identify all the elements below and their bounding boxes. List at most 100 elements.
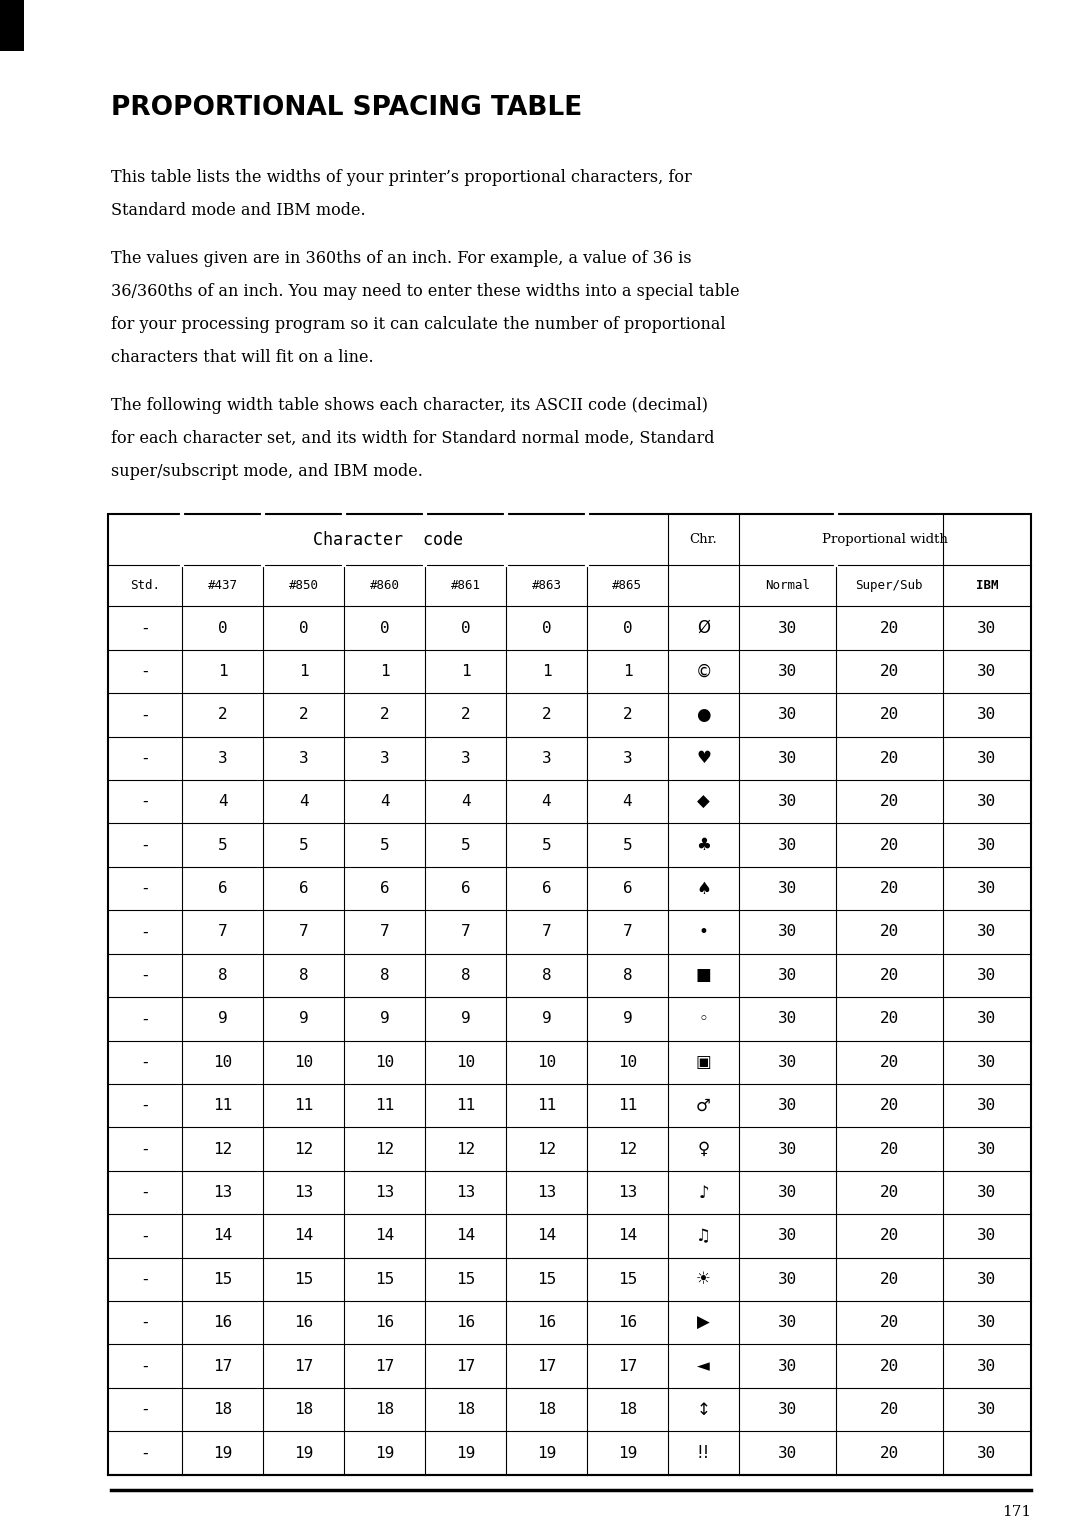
Text: 30: 30 [977, 837, 997, 852]
Text: ▶: ▶ [698, 1314, 710, 1332]
Text: 30: 30 [778, 1403, 797, 1416]
Text: 18: 18 [537, 1403, 556, 1416]
Text: 16: 16 [294, 1315, 313, 1331]
Text: 1: 1 [299, 664, 309, 679]
Text: -: - [140, 1228, 150, 1243]
Text: 17: 17 [375, 1358, 394, 1374]
Text: ◦: ◦ [699, 1010, 708, 1027]
Text: 1: 1 [380, 664, 389, 679]
Text: 20: 20 [879, 751, 899, 766]
Text: 11: 11 [618, 1098, 637, 1113]
Text: 13: 13 [375, 1185, 394, 1200]
Text: 17: 17 [456, 1358, 475, 1374]
Text: #861: #861 [450, 579, 481, 592]
Text: 18: 18 [375, 1403, 394, 1416]
Text: -: - [140, 751, 150, 766]
Text: 11: 11 [294, 1098, 313, 1113]
Text: 16: 16 [537, 1315, 556, 1331]
Text: -: - [140, 1142, 150, 1156]
Text: 20: 20 [879, 1098, 899, 1113]
Text: 12: 12 [537, 1142, 556, 1156]
Text: 20: 20 [879, 1142, 899, 1156]
Text: ↕: ↕ [697, 1401, 711, 1418]
Text: 19: 19 [537, 1446, 556, 1461]
Text: 1: 1 [461, 664, 470, 679]
Text: 13: 13 [456, 1185, 475, 1200]
Text: 7: 7 [380, 924, 389, 940]
Text: ◆: ◆ [698, 793, 710, 811]
Text: 20: 20 [879, 837, 899, 852]
Text: 30: 30 [977, 1055, 997, 1070]
Text: 20: 20 [879, 707, 899, 722]
Text: Standard mode and IBM mode.: Standard mode and IBM mode. [111, 202, 366, 219]
Text: The following width table shows each character, its ASCII code (decimal): The following width table shows each cha… [111, 397, 708, 414]
Text: 30: 30 [977, 924, 997, 940]
Text: ♠: ♠ [697, 880, 711, 897]
Text: 20: 20 [879, 967, 899, 983]
Text: 30: 30 [977, 794, 997, 809]
Text: -: - [140, 621, 150, 636]
Text: -: - [140, 924, 150, 940]
Text: •: • [699, 923, 708, 941]
Text: 20: 20 [879, 881, 899, 897]
Text: 7: 7 [461, 924, 470, 940]
Text: 30: 30 [977, 664, 997, 679]
Text: Super/Sub: Super/Sub [855, 579, 923, 592]
Text: The values given are in 360ths of an inch. For example, a value of 36 is: The values given are in 360ths of an inc… [111, 250, 692, 267]
Text: ©: © [696, 662, 712, 681]
Text: -: - [140, 1403, 150, 1416]
Text: 2: 2 [380, 707, 389, 722]
Text: 30: 30 [778, 1358, 797, 1374]
Text: 9: 9 [461, 1012, 470, 1026]
Text: #865: #865 [612, 579, 643, 592]
Text: 20: 20 [879, 794, 899, 809]
Text: 6: 6 [623, 881, 632, 897]
Text: -: - [140, 794, 150, 809]
Bar [0, 0, 24, 51]
Text: 15: 15 [618, 1272, 637, 1286]
Text: 19: 19 [213, 1446, 232, 1461]
Text: 8: 8 [218, 967, 228, 983]
Text: -: - [140, 967, 150, 983]
Text: -: - [140, 1012, 150, 1026]
Text: 15: 15 [213, 1272, 232, 1286]
Text: 30: 30 [977, 621, 997, 636]
Text: 4: 4 [218, 794, 228, 809]
Text: 2: 2 [461, 707, 470, 722]
Text: 30: 30 [977, 707, 997, 722]
Text: ■: ■ [696, 966, 712, 984]
Text: 13: 13 [537, 1185, 556, 1200]
Text: #863: #863 [531, 579, 562, 592]
Text: 30: 30 [778, 881, 797, 897]
Text: 30: 30 [977, 1228, 997, 1243]
Text: 11: 11 [375, 1098, 394, 1113]
Text: 20: 20 [879, 924, 899, 940]
Text: 4: 4 [299, 794, 309, 809]
Text: 8: 8 [380, 967, 389, 983]
Text: 3: 3 [299, 751, 309, 766]
Text: -: - [140, 1272, 150, 1286]
Text: 11: 11 [213, 1098, 232, 1113]
Text: Character  code: Character code [313, 530, 463, 549]
Bar [108, 514, 1031, 1475]
Text: 12: 12 [294, 1142, 313, 1156]
Text: 30: 30 [977, 1098, 997, 1113]
Text: 1: 1 [218, 664, 228, 679]
Text: ♂: ♂ [697, 1096, 711, 1114]
Text: IBM: IBM [975, 579, 998, 592]
Text: 18: 18 [618, 1403, 637, 1416]
Text: 13: 13 [213, 1185, 232, 1200]
Text: 11: 11 [537, 1098, 556, 1113]
Text: 5: 5 [542, 837, 551, 852]
Text: 10: 10 [456, 1055, 475, 1070]
Text: 16: 16 [213, 1315, 232, 1331]
Text: 8: 8 [461, 967, 470, 983]
Text: 2: 2 [623, 707, 632, 722]
Text: ●: ● [697, 705, 711, 724]
Text: 30: 30 [778, 1315, 797, 1331]
Text: 30: 30 [778, 1055, 797, 1070]
Text: 9: 9 [380, 1012, 389, 1026]
Text: 30: 30 [778, 664, 797, 679]
Text: Normal: Normal [765, 579, 810, 592]
Text: 30: 30 [778, 794, 797, 809]
